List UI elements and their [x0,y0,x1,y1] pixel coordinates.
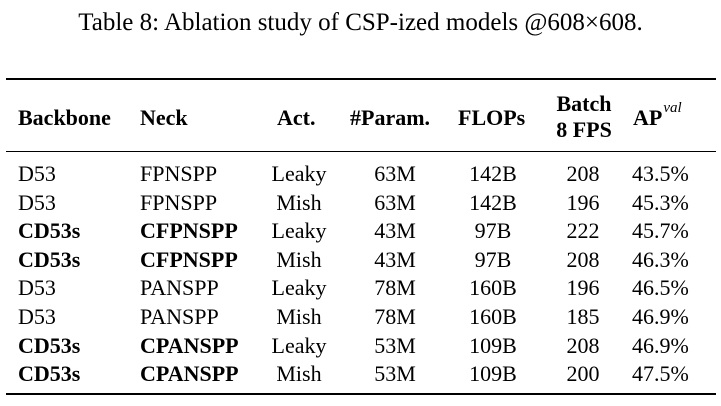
header-neck: Neck [140,104,188,130]
cell-ap: 47.5% [632,361,689,387]
cell-activation: Mish [276,303,322,329]
header-flops: FLOPs [458,104,526,130]
cell-params: 63M [374,161,416,186]
cell-flops: 142B [469,161,517,186]
cell-neck: FPNSPP [140,161,218,186]
top-rule [6,78,716,80]
cell-activation: Mish [276,189,322,215]
cell-backbone: D53 [18,161,56,186]
cell-params: 78M [374,303,416,329]
cell-neck: CFPNSPP [140,246,238,272]
cell-activation: Leaky [271,218,327,244]
cell-fps: 208 [566,332,600,358]
cell-backbone: CD53s [18,218,81,244]
header-batch-fps-line2: 8 FPS [556,117,612,142]
cell-ap: 46.9% [632,332,689,358]
cell-backbone: D53 [18,275,56,301]
cell-flops: 142B [469,189,517,215]
cell-params: 53M [374,361,416,387]
table-caption: Table 8: Ablation study of CSP-ized mode… [78,9,643,36]
table-row: D53 FPNSPP Leaky 63M 142B 208 43.5% [0,160,721,189]
cell-neck: PANSPP [140,303,219,329]
cell-neck: CFPNSPP [140,218,238,244]
cell-activation: Leaky [271,332,327,358]
cell-ap: 46.3% [632,246,689,272]
cell-params: 53M [374,332,416,358]
table-row: CD53s CFPNSPP Mish 43M 97B 208 46.3% [0,246,721,275]
table-row: D53 FPNSPP Mish 63M 142B 196 45.3% [0,189,721,218]
header-ap: AP val [633,87,682,147]
cell-backbone: D53 [18,303,56,329]
header-ap-superscript: val [663,99,682,116]
table-body: D53 FPNSPP Leaky 63M 142B 208 43.5% D53 FPNSPP Mi… [0,160,721,389]
cell-params: 78M [374,275,416,301]
bottom-rule [6,393,716,395]
cell-flops: 160B [469,303,517,329]
cell-params: 43M [374,218,416,244]
header-ap-label: AP [633,104,663,130]
cell-params: 43M [374,246,416,272]
cell-flops: 109B [469,361,517,387]
cell-fps: 208 [566,161,600,186]
cell-ap: 45.3% [632,189,689,215]
cell-activation: Mish [276,246,322,272]
cell-fps: 196 [566,275,600,301]
cell-flops: 97B [474,246,512,272]
cell-ap: 45.7% [632,218,689,244]
cell-neck: FPNSPP [140,189,218,215]
header-rule [6,151,716,152]
cell-fps: 196 [566,189,600,215]
cell-backbone: D53 [18,189,56,215]
cell-activation: Mish [276,361,322,387]
cell-ap: 43.5% [632,161,689,186]
cell-fps: 208 [566,246,600,272]
cell-neck: CPANSPP [140,361,239,387]
cell-fps: 222 [566,218,600,244]
cell-activation: Leaky [271,161,327,186]
cell-params: 63M [374,189,416,215]
cell-neck: PANSPP [140,275,219,301]
table-row: D53 PANSPP Mish 78M 160B 185 46.9% [0,303,721,332]
cell-ap: 46.9% [632,303,689,329]
cell-flops: 97B [474,218,512,244]
header-backbone: Backbone [18,104,111,130]
cell-backbone: CD53s [18,361,81,387]
cell-backbone: CD53s [18,246,81,272]
cell-flops: 109B [469,332,517,358]
cell-flops: 160B [469,275,517,301]
cell-ap: 46.5% [632,275,689,301]
table-row: CD53s CPANSPP Leaky 53M 109B 208 46.9% [0,332,721,361]
header-param: #Param. [350,104,431,130]
cell-neck: CPANSPP [140,332,239,358]
table-row: CD53s CPANSPP Mish 53M 109B 200 47.5% [0,360,721,389]
header-batch-fps: Batch 8 FPS [549,87,619,147]
cell-backbone: CD53s [18,332,81,358]
table-row: D53 PANSPP Leaky 78M 160B 196 46.5% [0,274,721,303]
cell-fps: 200 [566,361,600,387]
header-act: Act. [277,104,316,130]
cell-fps: 185 [566,303,600,329]
header-batch-fps-line1: Batch [556,91,612,116]
table-row: CD53s CFPNSPP Leaky 43M 97B 222 45.7% [0,217,721,246]
cell-activation: Leaky [271,275,327,301]
